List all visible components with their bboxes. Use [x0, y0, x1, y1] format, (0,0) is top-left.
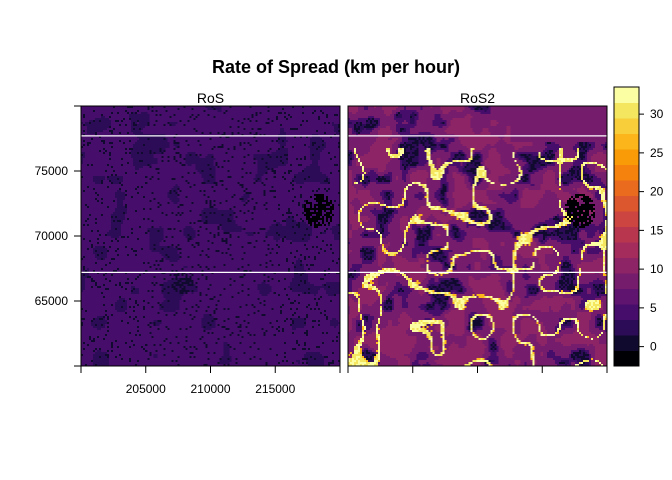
colorbar-swatch-1: [614, 335, 639, 351]
panel-ros2: RoS2: [347, 90, 608, 367]
colorbar-swatch-12: [614, 164, 639, 181]
colorbar-swatch-2: [614, 319, 639, 336]
colorbar-swatch-9: [614, 211, 639, 227]
panel-title-ros2: RoS2: [460, 90, 495, 106]
colorbar-swatch-5: [614, 273, 639, 289]
colorbar-tick-label-15: 15: [650, 223, 664, 237]
colorbar-swatch-7: [614, 242, 639, 258]
raster-ros: [81, 106, 340, 366]
colorbar-swatch-0: [614, 350, 639, 367]
colorbar-tick-label-20: 20: [650, 185, 664, 199]
x-tick-label-205000: 205000: [126, 382, 166, 396]
colorbar-swatch-6: [614, 257, 639, 274]
colorbar-tick-label-25: 25: [650, 146, 664, 160]
colorbar-frame: [613, 86, 640, 367]
colorbar-swatch-16: [614, 102, 639, 119]
colorbar-swatch-11: [614, 180, 639, 196]
colorbar-tick-label-30: 30: [650, 107, 664, 121]
colorbar-swatch-17: [614, 87, 639, 103]
colorbar-swatch-15: [614, 118, 639, 134]
colorbar-tick-label-0: 0: [650, 340, 657, 354]
colorbar-swatch-3: [614, 304, 639, 320]
y-tick-label-75000: 75000: [35, 164, 69, 178]
y-tick-label-65000: 65000: [35, 294, 69, 308]
x-tick-label-215000: 215000: [255, 382, 295, 396]
chart-title: Rate of Spread (km per hour): [212, 57, 460, 77]
x-tick-label-210000: 210000: [190, 382, 230, 396]
panels: RoS RoS2 205000 210000 215000 65000 70000 75000: [35, 90, 608, 396]
raster-ros2: [348, 106, 607, 366]
colorbar-swatch-14: [614, 133, 639, 150]
colorbar-swatch-8: [614, 226, 639, 243]
panel-ros: RoS: [80, 90, 341, 367]
colorbar-swatch-10: [614, 195, 639, 212]
panel-title-ros: RoS: [197, 90, 224, 106]
colorbar-tick-label-10: 10: [650, 262, 664, 276]
colorbar: 0 5 10 15 20 25 30: [613, 86, 664, 367]
y-tick-label-70000: 70000: [35, 229, 69, 243]
colorbar-swatch-4: [614, 288, 639, 305]
colorbar-tick-label-5: 5: [650, 301, 657, 315]
colorbar-swatch-13: [614, 149, 639, 165]
